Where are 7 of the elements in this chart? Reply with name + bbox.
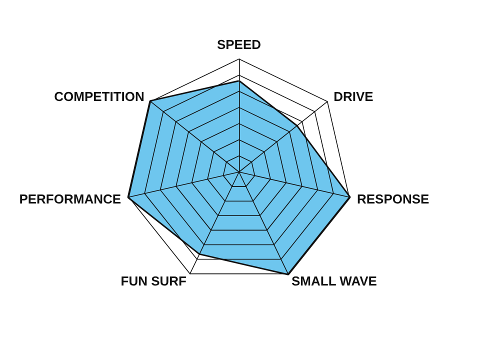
spoke-label: COMPETITION [54, 89, 144, 104]
spoke-label: PERFORMANCE [19, 191, 122, 206]
spoke-label: DRIVE [334, 89, 374, 104]
spoke-label: SMALL WAVE [292, 274, 378, 289]
spoke-label: FUN SURF [120, 274, 187, 289]
spoke-label: RESPONSE [356, 191, 430, 206]
spoke-label: SPEED [216, 37, 262, 52]
